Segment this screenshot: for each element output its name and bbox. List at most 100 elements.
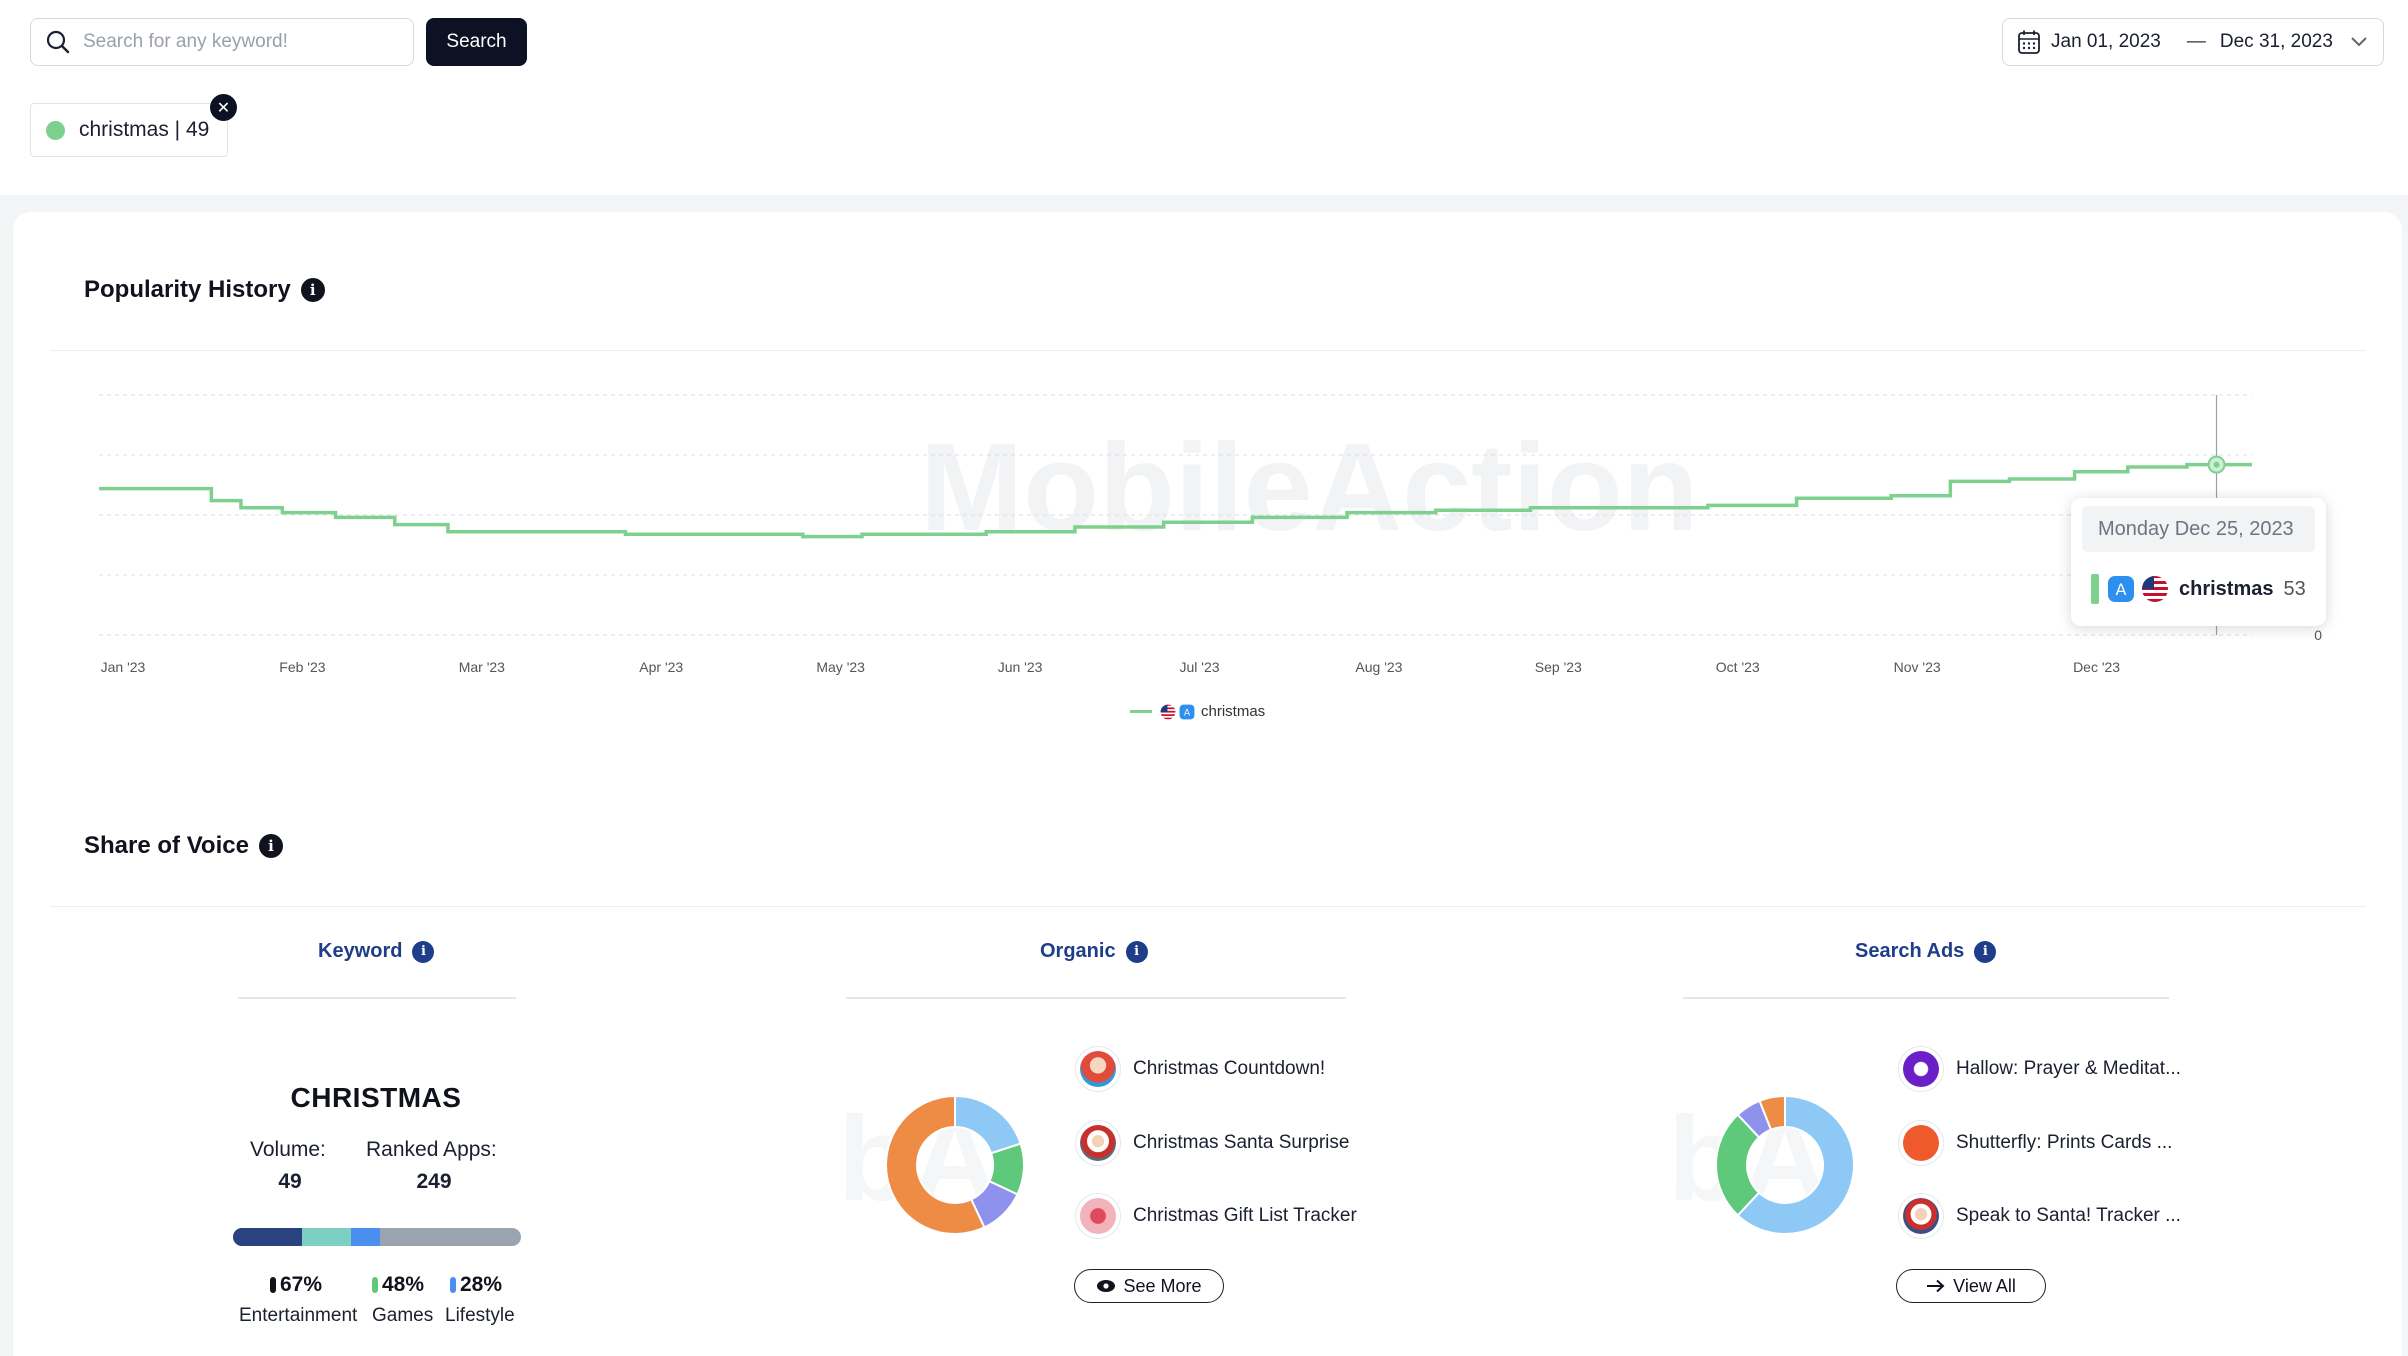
- organic-column-header: Organic i: [1040, 940, 1148, 963]
- organic-app-row[interactable]: Christmas Gift List Tracker: [1075, 1193, 1357, 1239]
- santa-app-icon: [1075, 1046, 1121, 1092]
- keyword-name: CHRISTMAS: [290, 1082, 462, 1113]
- search-ads-donut-chart: [1715, 1094, 1855, 1235]
- column-underline: [846, 997, 1346, 999]
- search-ads-app-row[interactable]: Shutterfly: Prints Cards ...: [1898, 1120, 2172, 1166]
- search-ads-app-row[interactable]: Speak to Santa! Tracker ...: [1898, 1193, 2181, 1239]
- volume-label: Volume:: [250, 1138, 326, 1161]
- popularity-history-title: Popularity History i: [84, 276, 325, 304]
- eye-icon: [1097, 1280, 1116, 1292]
- x-tick-label: May '23: [816, 659, 865, 675]
- search-input[interactable]: [83, 31, 383, 53]
- category-pct-value: 48%: [382, 1273, 425, 1296]
- us-flag-icon: [1160, 704, 1176, 719]
- search-button[interactable]: Search: [426, 18, 527, 66]
- category-share-bar: [233, 1228, 521, 1246]
- view-all-button[interactable]: View All: [1896, 1269, 2046, 1303]
- keyword-color-dot: [46, 120, 65, 140]
- popularity-history-label: Popularity History: [84, 276, 291, 303]
- info-icon[interactable]: i: [300, 278, 325, 302]
- organic-app-name: Christmas Gift List Tracker: [1133, 1205, 1357, 1226]
- see-more-button[interactable]: See More: [1074, 1269, 1224, 1303]
- search-ads-app-row[interactable]: Hallow: Prayer & Meditat...: [1898, 1046, 2181, 1092]
- ranked-apps-value: 249: [416, 1170, 452, 1193]
- series-line-christmas: [99, 462, 2252, 539]
- app-store-icon: A: [1179, 704, 1195, 719]
- x-tick-label: Feb '23: [279, 659, 325, 675]
- keyword-chip[interactable]: christmas | 49: [30, 103, 228, 157]
- column-underline: [238, 997, 516, 999]
- x-axis-ticks: Jan '23 Feb '23 Mar '23 Apr '23 May '23 Jun '…: [101, 659, 2121, 675]
- organic-app-row[interactable]: Christmas Santa Surprise: [1075, 1120, 1349, 1166]
- chart-legend[interactable]: A christmas: [1130, 703, 1265, 720]
- share-of-voice-title: Share of Voice i: [84, 832, 283, 860]
- search-icon: [46, 30, 70, 54]
- svg-text:A: A: [2116, 580, 2127, 599]
- tooltip-date: Monday Dec 25, 2023: [2082, 506, 2315, 552]
- arrow-right-icon: [1927, 1279, 1945, 1293]
- category-pct-lifestyle: 28%: [450, 1273, 502, 1297]
- category-segment-lifestyle: [351, 1228, 380, 1246]
- info-icon[interactable]: i: [258, 834, 283, 858]
- top-bar: Search Jan 01, 2023 — Dec 31, 2023 chris…: [0, 0, 2408, 195]
- us-flag-icon: [2142, 576, 2168, 602]
- legend-label: christmas: [1201, 703, 1266, 720]
- highlight-point-center: [2213, 461, 2220, 468]
- x-tick-label: Aug '23: [1355, 659, 1402, 675]
- x-tick-label: Mar '23: [459, 659, 505, 675]
- organic-column-label: Organic: [1040, 940, 1116, 962]
- gift-app-icon: [1075, 1193, 1121, 1239]
- x-tick-label: Sep '23: [1535, 659, 1582, 675]
- category-segment-games: [302, 1228, 352, 1246]
- category-name-lifestyle: Lifestyle: [445, 1305, 515, 1326]
- svg-text:MobileAction: MobileAction: [920, 419, 1698, 557]
- tooltip-keyword: christmas: [2179, 577, 2274, 600]
- x-tick-label: Nov '23: [1894, 659, 1941, 675]
- category-name-entertainment: Entertainment: [239, 1305, 358, 1326]
- chart-gridlines: [99, 394, 2252, 636]
- series-christmas: [99, 462, 2252, 539]
- x-tick-label: Apr '23: [639, 659, 683, 675]
- main-card: [13, 212, 2402, 1356]
- x-tick-label: Dec '23: [2073, 659, 2120, 675]
- date-end: Dec 31, 2023: [2219, 31, 2333, 52]
- volume-value: 49: [278, 1170, 302, 1193]
- category-pct-entertainment: 67%: [270, 1273, 322, 1297]
- chart-tooltip: Monday Dec 25, 2023 A christmas 53: [2071, 498, 2326, 626]
- santa-tracker-app-icon: [1898, 1193, 1944, 1239]
- category-segment-entertainment: [233, 1228, 303, 1246]
- tooltip-row: A christmas 53: [2091, 572, 2306, 606]
- x-tick-label: Oct '23: [1716, 659, 1760, 675]
- search-ads-column-header: Search Ads i: [1855, 940, 1997, 963]
- search-ads-app-name: Hallow: Prayer & Meditat...: [1956, 1058, 2181, 1079]
- column-underline: [1683, 997, 2169, 999]
- info-icon[interactable]: i: [1974, 940, 1997, 963]
- keyword-column-header: Keyword i: [318, 940, 435, 963]
- legend-line: [1130, 710, 1152, 713]
- shutterfly-app-icon: [1898, 1120, 1944, 1166]
- series-color-bar: [2091, 574, 2099, 604]
- organic-app-name: Christmas Santa Surprise: [1133, 1132, 1350, 1153]
- category-pct-value: 28%: [460, 1273, 503, 1296]
- search-ads-app-name: Speak to Santa! Tracker ...: [1956, 1205, 2181, 1226]
- search-ads-app-name: Shutterfly: Prints Cards ...: [1956, 1132, 2173, 1153]
- search-ads-column-label: Search Ads: [1855, 940, 1965, 962]
- section-divider: [50, 350, 2366, 351]
- info-icon[interactable]: i: [412, 940, 435, 963]
- category-pct-games: 48%: [372, 1273, 424, 1297]
- calendar-icon: [2018, 30, 2040, 54]
- category-pct-value: 67%: [280, 1273, 323, 1296]
- ranked-apps-label: Ranked Apps:: [366, 1138, 497, 1161]
- search-box[interactable]: [30, 18, 414, 66]
- info-icon[interactable]: i: [1125, 940, 1148, 963]
- donut-slice: [954, 1094, 1022, 1155]
- x-tick-label: Jul '23: [1179, 659, 1219, 675]
- hallow-app-icon: [1898, 1046, 1944, 1092]
- close-icon[interactable]: ✕: [210, 94, 237, 121]
- x-tick-label: Jan '23: [101, 659, 146, 675]
- x-tick-label: Jun '23: [998, 659, 1043, 675]
- organic-app-row[interactable]: Christmas Countdown!: [1075, 1046, 1325, 1092]
- date-separator: —: [2186, 31, 2206, 52]
- date-range-picker[interactable]: Jan 01, 2023 — Dec 31, 2023: [2002, 18, 2384, 66]
- app-store-icon: A: [2108, 576, 2134, 602]
